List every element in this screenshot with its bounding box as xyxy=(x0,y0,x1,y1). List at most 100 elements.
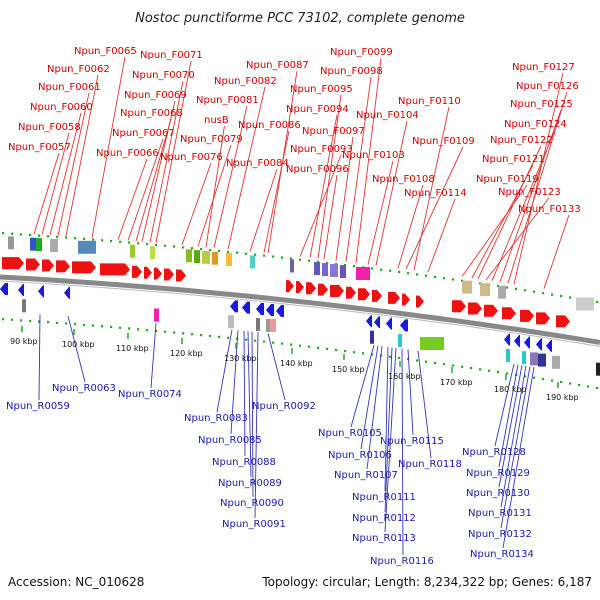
dots-bottom xyxy=(560,380,563,384)
forward-leader-line xyxy=(507,91,568,284)
forward-leader-line xyxy=(461,184,528,277)
forward-leader-line xyxy=(197,144,232,247)
forward-leader-line xyxy=(227,86,266,250)
forward-gene-label: Npun_F0087 xyxy=(246,60,309,71)
forward-leader-line xyxy=(181,162,212,246)
dots-bottom xyxy=(506,372,509,375)
scale-tick-label: 170 kbp xyxy=(440,378,473,387)
dots-top xyxy=(218,249,221,252)
dots-bottom xyxy=(2,318,5,321)
gene-features xyxy=(0,236,600,376)
dots-bottom xyxy=(425,360,428,363)
dots-bottom xyxy=(524,375,527,378)
forward-gene-arrow xyxy=(286,280,294,293)
forward-gene-label: Npun_F0061 xyxy=(38,82,101,93)
dots-bottom xyxy=(191,333,194,336)
dots-bottom xyxy=(443,363,446,366)
dots-top xyxy=(47,235,50,238)
reverse-leader-line xyxy=(384,347,397,533)
reverse-gene-label: Npun_R0118 xyxy=(398,459,462,470)
dots-bottom xyxy=(47,321,50,324)
reverse-gene-arrow xyxy=(266,303,274,316)
forward-gene-block xyxy=(150,246,155,260)
dots-bottom xyxy=(452,364,455,367)
reverse-gene-arrow xyxy=(514,335,520,348)
dots-top xyxy=(515,287,518,290)
forward-gene-arrow xyxy=(468,302,482,315)
scale-tick-label: 130 kbp xyxy=(224,354,257,363)
forward-gene-arrow xyxy=(164,268,174,281)
forward-gene-block xyxy=(462,280,472,294)
reverse-leader-line xyxy=(38,314,41,401)
forward-gene-label: Npun_F0099 xyxy=(330,47,393,58)
forward-gene-arrow xyxy=(296,281,304,294)
reverse-leader-line xyxy=(243,330,246,457)
forward-gene-label: Npun_F0096 xyxy=(286,164,349,175)
reverse-gene-label: Npun_R0107 xyxy=(334,470,398,481)
reverse-gene-arrow xyxy=(366,315,372,328)
dots-bottom xyxy=(434,361,437,365)
dots-top xyxy=(389,269,392,272)
genome-backbone xyxy=(0,274,600,347)
forward-leader-line xyxy=(33,152,60,235)
forward-gene-block xyxy=(30,237,36,251)
forward-gene-label: Npun_F0057 xyxy=(8,142,71,153)
forward-gene-label: Npun_F0127 xyxy=(512,62,575,73)
dots-top xyxy=(29,233,32,237)
dots-top xyxy=(290,257,293,260)
dots-top xyxy=(299,258,302,261)
dots-top xyxy=(443,277,446,280)
forward-gene-arrow xyxy=(556,315,570,328)
forward-leader-line xyxy=(205,125,225,248)
dots-top xyxy=(209,248,212,252)
dots-bottom xyxy=(344,350,347,353)
dots-top xyxy=(101,239,104,242)
dots-top xyxy=(173,245,176,248)
forward-leader-line xyxy=(335,136,354,261)
forward-leader-line xyxy=(149,80,184,243)
dots-top xyxy=(2,232,5,235)
dots-top xyxy=(137,242,140,245)
forward-gene-label: Npun_F0081 xyxy=(196,95,259,106)
reverse-gene-block xyxy=(552,355,560,369)
dots-top xyxy=(308,259,311,262)
forward-gene-arrow xyxy=(72,261,96,274)
forward-gene-block xyxy=(226,253,232,266)
forward-gene-arrow xyxy=(520,309,534,322)
dots-bottom xyxy=(470,367,473,370)
label-leaders xyxy=(33,56,570,556)
dots-top xyxy=(92,238,95,241)
forward-leader-line xyxy=(213,105,248,248)
forward-leader-line xyxy=(49,112,82,236)
dots-top xyxy=(524,289,527,292)
forward-gene-label: Npun_F0066 xyxy=(96,148,159,159)
reverse-leader-line xyxy=(500,366,531,529)
reverse-gene-arrow xyxy=(242,301,250,314)
dots-top xyxy=(353,265,356,268)
dots-bottom xyxy=(596,386,599,390)
dots-bottom xyxy=(578,383,581,387)
forward-leader-line xyxy=(499,109,562,283)
forward-leader-line xyxy=(543,214,570,289)
forward-leader-line xyxy=(397,184,424,269)
forward-leader-line xyxy=(91,56,126,238)
dots-bottom xyxy=(398,356,401,360)
forward-gene-arrow xyxy=(372,289,382,302)
dots-top xyxy=(20,233,23,236)
dots-bottom xyxy=(335,348,338,352)
forward-leader-line xyxy=(345,76,372,262)
dots-bottom xyxy=(488,369,491,372)
forward-leader-line xyxy=(299,154,342,257)
reverse-gene-label: Npun_R0134 xyxy=(470,549,534,560)
dots-top xyxy=(38,234,41,237)
dots-bottom xyxy=(128,327,131,330)
forward-gene-block xyxy=(194,250,200,264)
dots-bottom xyxy=(20,319,23,322)
forward-gene-label: Npun_F0058 xyxy=(18,122,81,133)
reverse-gene-arrow xyxy=(64,286,70,299)
dots-top xyxy=(191,247,194,250)
reverse-gene-label: Npun_R0131 xyxy=(468,508,532,519)
dots-top xyxy=(146,243,149,246)
scale-tick-label: 160 kbp xyxy=(388,372,421,381)
dots-bottom xyxy=(110,325,113,329)
